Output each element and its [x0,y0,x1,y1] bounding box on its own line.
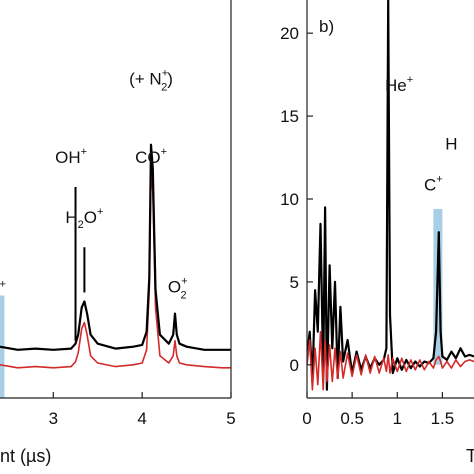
panel-label: b) [319,17,334,36]
x-tick-label: 3 [49,409,58,428]
red-series-line [0,168,231,369]
peak-label-part: + [436,174,442,186]
peak-label-part: CO [135,148,161,167]
peak-label: (+ N+ 2) [129,67,173,93]
y-tick-label: 0 [290,356,299,375]
peak-label: CO+ [135,146,167,167]
peak-label: + [0,278,6,290]
peak-label-part: O [168,277,181,296]
peak-label-part: He [385,76,407,95]
x-axis-title: T [466,446,474,466]
black-series-line [0,143,231,351]
peak-label-part: + [407,74,413,86]
peak-label: He+ [385,74,413,95]
peak-label-part: H [65,208,77,227]
peak-label-part: H [445,134,457,153]
y-tick-label: 15 [280,107,299,126]
peak-label-part: + [0,278,6,290]
peak-label-close: ) [167,69,173,88]
x-axis-title: nt (µs) [0,446,51,466]
x-tick-label: 4 [137,409,146,428]
x-tick-label: 1 [393,409,402,428]
peak-label-part: 2 [78,219,84,231]
peak-label-part: (+ N [129,69,162,88]
peak-label: H2O+ [65,206,103,231]
peak-label-part: + [81,146,87,158]
x-tick-label: 5 [226,409,235,428]
peak-label: H [445,134,457,153]
peak-label-part: O [84,208,97,227]
y-tick-label: 10 [280,190,299,209]
peak-label-sub: 2 [161,81,167,93]
peak-label-sup: + [162,67,168,79]
x-tick-label: 1.5 [431,409,455,428]
peak-label: C+ [424,174,443,195]
peak-label-part: OH [55,148,81,167]
panel-a: 3 4 5nt (µs)(+ N+ 2)OH+ CO+H2O+O+ 2+ [0,0,236,466]
peak-label: OH+ [55,146,87,167]
peak-label-part: + [97,206,103,218]
red-series-line [307,330,474,391]
y-tick-label: 5 [290,273,299,292]
peak-label-part: + [161,146,167,158]
peak-label: O+ 2 [168,275,188,301]
x-tick-label: 0.5 [340,409,364,428]
black-series-line [307,0,474,391]
peak-label-part: C [424,176,436,195]
x-tick-label: 0 [302,409,311,428]
peak-label-sup: + [181,275,187,287]
y-tick-label: 20 [280,24,299,43]
peak-label-sub: 2 [181,289,187,301]
